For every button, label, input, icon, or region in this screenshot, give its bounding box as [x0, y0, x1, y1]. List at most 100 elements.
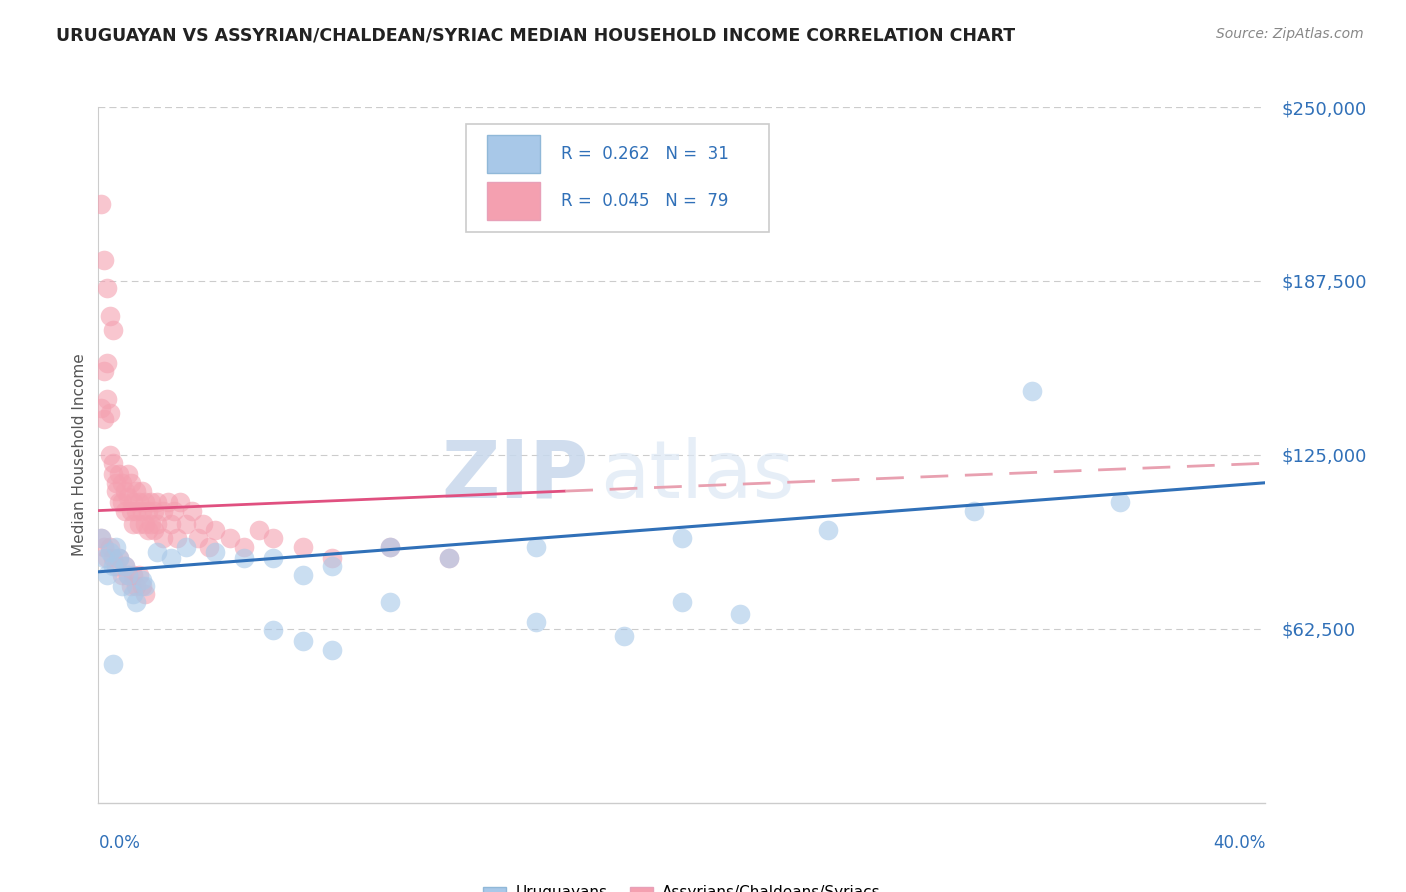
- Text: 40.0%: 40.0%: [1213, 834, 1265, 852]
- Point: [160, 550, 183, 565]
- Point: [101, 559, 124, 574]
- Point: [93, 253, 115, 268]
- Point: [198, 540, 221, 554]
- Point: [90, 532, 112, 546]
- Point: [437, 550, 460, 565]
- Point: [160, 517, 183, 532]
- Point: [131, 573, 153, 587]
- Point: [233, 550, 256, 565]
- Point: [96, 356, 118, 370]
- Point: [104, 540, 127, 554]
- Point: [98, 448, 121, 462]
- Point: [262, 550, 284, 565]
- Point: [378, 540, 402, 554]
- Point: [108, 495, 131, 509]
- Point: [157, 495, 180, 509]
- Legend: Uruguayans, Assyrians/Chaldeans/Syriacs: Uruguayans, Assyrians/Chaldeans/Syriacs: [477, 880, 887, 892]
- Point: [128, 517, 150, 532]
- Point: [96, 392, 118, 407]
- Point: [114, 503, 136, 517]
- Text: URUGUAYAN VS ASSYRIAN/CHALDEAN/SYRIAC MEDIAN HOUSEHOLD INCOME CORRELATION CHART: URUGUAYAN VS ASSYRIAN/CHALDEAN/SYRIAC ME…: [56, 27, 1015, 45]
- Point: [291, 634, 314, 648]
- Point: [134, 517, 156, 532]
- Point: [125, 503, 148, 517]
- Point: [90, 532, 112, 546]
- Point: [247, 523, 270, 537]
- Point: [114, 559, 136, 574]
- Point: [204, 523, 226, 537]
- Text: Source: ZipAtlas.com: Source: ZipAtlas.com: [1216, 27, 1364, 41]
- Point: [524, 540, 547, 554]
- Point: [111, 567, 134, 582]
- Point: [142, 503, 165, 517]
- Point: [136, 503, 159, 517]
- Point: [108, 550, 131, 565]
- Point: [218, 532, 240, 546]
- Point: [152, 532, 174, 546]
- Point: [114, 559, 136, 574]
- Point: [139, 517, 162, 532]
- Point: [166, 532, 188, 546]
- Point: [817, 523, 839, 537]
- Point: [671, 595, 693, 609]
- Point: [152, 503, 174, 517]
- Point: [93, 540, 115, 554]
- Point: [131, 579, 153, 593]
- Point: [93, 550, 115, 565]
- Point: [90, 401, 112, 415]
- Point: [378, 595, 402, 609]
- Point: [111, 475, 134, 490]
- Point: [98, 309, 121, 323]
- Point: [962, 503, 984, 517]
- Point: [142, 523, 165, 537]
- Point: [262, 624, 284, 638]
- Point: [96, 550, 118, 565]
- Point: [134, 495, 156, 509]
- Point: [163, 503, 186, 517]
- Point: [262, 532, 284, 546]
- Point: [125, 484, 148, 499]
- Point: [291, 567, 314, 582]
- Point: [1021, 384, 1043, 398]
- Point: [180, 503, 202, 517]
- Bar: [486, 182, 540, 220]
- Point: [131, 503, 153, 517]
- Point: [101, 467, 124, 482]
- Point: [139, 495, 162, 509]
- Point: [98, 406, 121, 420]
- Point: [108, 467, 131, 482]
- Point: [174, 540, 197, 554]
- Point: [193, 517, 215, 532]
- Point: [437, 550, 460, 565]
- FancyBboxPatch shape: [465, 124, 769, 232]
- Point: [108, 550, 131, 565]
- Point: [291, 540, 314, 554]
- Point: [136, 523, 159, 537]
- Point: [146, 495, 169, 509]
- Point: [96, 567, 118, 582]
- Point: [117, 567, 139, 582]
- Point: [321, 559, 343, 574]
- Text: 0.0%: 0.0%: [98, 834, 141, 852]
- Point: [131, 484, 153, 499]
- Point: [122, 567, 145, 582]
- Point: [321, 642, 343, 657]
- Point: [93, 411, 115, 425]
- Point: [169, 495, 191, 509]
- Point: [728, 607, 751, 621]
- Point: [134, 587, 156, 601]
- Point: [98, 540, 121, 554]
- Point: [104, 559, 127, 574]
- Point: [378, 540, 402, 554]
- Point: [117, 467, 139, 482]
- Point: [114, 484, 136, 499]
- Point: [122, 495, 145, 509]
- Point: [104, 475, 127, 490]
- Bar: [486, 135, 540, 173]
- Text: atlas: atlas: [600, 437, 794, 515]
- Point: [93, 364, 115, 378]
- Point: [117, 567, 139, 582]
- Point: [120, 503, 142, 517]
- Y-axis label: Median Household Income: Median Household Income: [72, 353, 87, 557]
- Point: [111, 579, 134, 593]
